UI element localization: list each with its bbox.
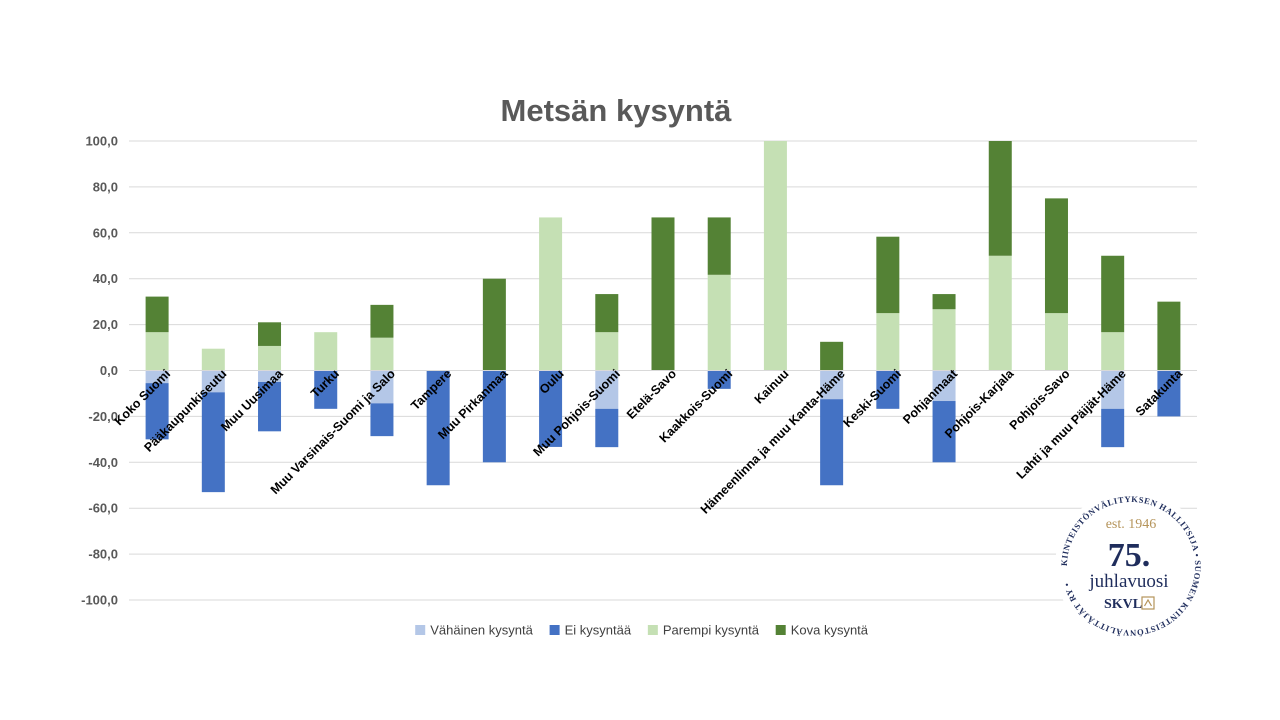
bar-segment [595,332,619,371]
bar-segment [876,370,900,409]
y-tick-label: 100,0 [85,134,118,149]
bar-segment [1101,408,1125,448]
x-tick-label: Etelä-Savo [624,366,679,421]
y-tick-label: 40,0 [93,271,118,286]
bar-segment [820,399,844,486]
legend-label: Ei kysyntää [565,623,632,638]
bar-segment [1157,301,1181,371]
y-tick-label: 0,0 [100,363,118,378]
y-axis-ticks: 100,0 80,0 60,0 40,0 20,0 0,0 -20,0 -40,0 -60,0 -… [81,134,118,608]
bar-segment [426,370,450,486]
bar-segment [707,370,731,389]
bar-segment [482,278,506,371]
legend-swatch [775,625,786,635]
y-tick-label: 60,0 [93,225,118,240]
bars [145,141,1181,493]
logo-brand: SKVL [1104,597,1142,612]
bar-segment [314,370,338,409]
y-tick-label: -60,0 [88,501,118,516]
bar-segment [1044,313,1068,371]
bar-segment [370,304,394,338]
bar-segment [370,403,394,437]
chart-title: Metsän kysyntä [501,93,733,128]
legend-swatch [647,625,658,635]
bar-segment [258,370,282,382]
y-tick-label: -80,0 [88,547,118,562]
bar-segment [988,255,1012,371]
bar-segment [820,341,844,371]
bar-segment [539,370,563,447]
bar-segment [145,370,169,384]
bar-segment [1101,255,1125,333]
skvl-anniversary-logo: KIINTEISTÖNVÄLITYKSEN HALLITSIJA • SUOME… [1055,490,1207,642]
bar-segment [932,370,956,402]
logo-subtitle: juhlavuosi [1088,571,1168,592]
bar-segment [876,236,900,314]
legend: Vähäinen kysyntä Ei kysyntää Parempi kysyn… [415,623,869,638]
bar-segment [595,370,619,409]
bar-segment [932,309,956,371]
bar-segment [1157,370,1181,417]
bar-segment [201,348,225,371]
bar-segment [314,332,338,371]
bar-segment [145,296,169,333]
logo-year: est. 1946 [1106,517,1157,532]
bar-segment [876,313,900,371]
legend-label: Vähäinen kysyntä [430,623,533,638]
bar-segment [1101,332,1125,371]
bar-segment [258,322,282,346]
bar-segment [482,370,506,463]
y-tick-label: -40,0 [88,455,118,470]
logo-number: 75. [1108,537,1151,574]
bar-segment [651,217,675,371]
bar-segment [201,392,225,493]
y-tick-label: 80,0 [93,179,118,194]
legend-swatch [415,625,426,635]
bar-segment [707,217,731,275]
bar-segment [145,332,169,371]
bar-segment [370,370,394,404]
bar-segment [539,217,563,371]
house-icon [1141,596,1155,610]
bar-segment [201,370,225,393]
legend-swatch [549,625,560,635]
y-tick-label: 20,0 [93,317,118,332]
legend-label: Parempi kysyntä [663,623,760,638]
bar-segment [595,294,619,333]
bar-segment [370,337,394,371]
bar-segment [145,383,169,440]
bar-segment [595,408,619,448]
bar-segment [1044,198,1068,314]
bar-segment [932,401,956,463]
bar-segment [932,294,956,310]
bar-segment [763,141,787,371]
bar-segment [258,381,282,432]
legend-label: Kova kysyntä [791,623,869,638]
bar-segment [258,345,282,371]
y-tick-label: -20,0 [88,409,118,424]
x-tick-label: Kainuu [752,367,792,407]
bar-segment [820,370,844,400]
bar-segment [1101,370,1125,409]
bar-segment [707,274,731,371]
bar-segment [988,141,1012,256]
y-tick-label: -100,0 [81,593,118,608]
